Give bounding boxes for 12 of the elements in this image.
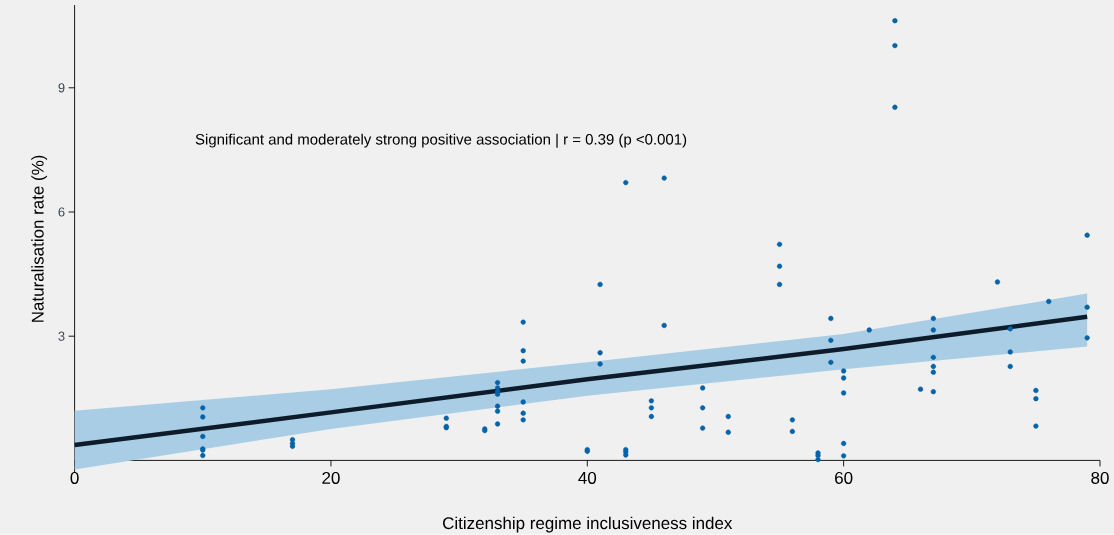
line-series <box>72 314 1090 448</box>
x-axis-title: Citizenship regime inclusiveness index <box>443 516 733 533</box>
x-tick-label: 40 <box>578 472 597 485</box>
x-tick-label: 80 <box>1091 472 1109 485</box>
y-tick-label: 6 <box>58 207 65 217</box>
y-axis-title: Naturalisation rate (%) <box>31 155 48 323</box>
x-tick-label: 60 <box>835 472 853 485</box>
y-tick-label: 9 <box>58 83 65 93</box>
y-tick-label: 3 <box>58 331 65 341</box>
annotation: Significant and moderately strong positive association | r = 0.39 (p <0.001) <box>195 133 687 148</box>
x-tick-label: 0 <box>70 472 79 485</box>
x-tick-label: 20 <box>322 472 340 485</box>
